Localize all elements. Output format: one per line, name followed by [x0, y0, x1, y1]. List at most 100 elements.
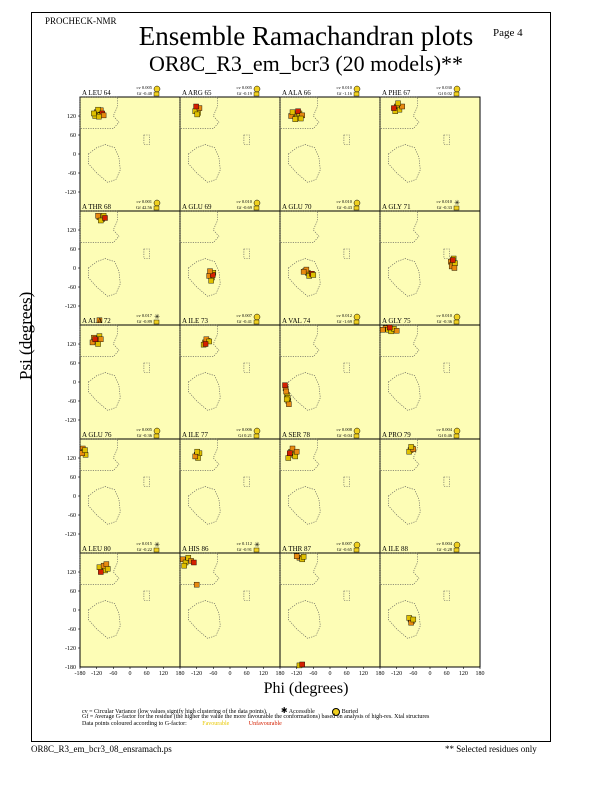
- allowed-region-outline: [343, 248, 350, 259]
- allowed-region-outline: [179, 210, 220, 243]
- gf-value: Gf -0.65: [337, 547, 353, 552]
- data-point: [391, 105, 397, 111]
- allowed-region-outline: [443, 362, 450, 373]
- x-tick-label: 120: [459, 671, 468, 677]
- buried-icon: [453, 313, 461, 321]
- gf-swatch: [453, 319, 460, 325]
- x-tick-label: -60: [109, 671, 117, 677]
- buried-icon: [253, 313, 261, 321]
- data-point: [192, 453, 198, 460]
- y-tick-label: -60: [68, 171, 76, 177]
- allowed-region-outline: [243, 248, 250, 259]
- allowed-region-outline: [179, 438, 220, 472]
- buried-icon: [253, 85, 261, 93]
- residue-label: A LEU 80: [82, 545, 111, 553]
- data-point: [289, 109, 296, 115]
- buried-icon: [353, 313, 361, 321]
- buried-icon: [453, 427, 461, 435]
- y-tick-label: -120: [65, 304, 76, 310]
- cv-value: cv 0.030: [437, 85, 453, 90]
- data-point: [399, 103, 405, 110]
- y-tick-label: 120: [67, 342, 76, 348]
- allowed-region-outline: [143, 248, 150, 259]
- buried-icon: [353, 199, 361, 207]
- residue-label: A ALA 66: [282, 89, 311, 97]
- legend-unfavourable: Unfavourable: [248, 721, 282, 727]
- allowed-region-outline: [379, 210, 420, 243]
- data-point: [95, 341, 101, 347]
- gf-value: Gf -1.69: [337, 319, 353, 324]
- data-point: [98, 336, 104, 342]
- data-point: [287, 450, 293, 456]
- residue-label: A HIS 86: [182, 545, 209, 553]
- x-tick-label: 120: [359, 671, 368, 677]
- cv-value: cv 0.005: [137, 427, 153, 432]
- allowed-region-outline: [279, 438, 320, 472]
- cv-value: cv 0.012: [337, 313, 353, 318]
- gf-value: Gf -0.33: [437, 205, 453, 210]
- data-point: [293, 553, 300, 559]
- y-tick-label: -120: [65, 418, 76, 424]
- gf-swatch: [153, 205, 160, 211]
- data-point: [285, 455, 292, 461]
- gf-value: Gf -0.91: [237, 547, 252, 552]
- allowed-region-outline: [343, 476, 350, 487]
- data-point: [105, 566, 111, 572]
- y-tick-label: 0: [73, 380, 76, 386]
- buried-icon: [253, 427, 261, 435]
- data-point: [103, 561, 110, 567]
- data-point: [282, 382, 288, 388]
- gf-value: Gf -0.36: [437, 319, 453, 324]
- gf-swatch: [353, 547, 360, 553]
- panel-background: [79, 552, 181, 668]
- cv-value: cv 0.007: [237, 313, 253, 318]
- data-point: [96, 317, 103, 323]
- residue-label: A GLY 75: [382, 317, 411, 325]
- data-point: [89, 339, 96, 346]
- panel-background: [179, 552, 281, 668]
- residue-label: A GLU 69: [182, 203, 212, 211]
- accessible-icon: ✳: [154, 541, 160, 549]
- gf-swatch: [253, 205, 260, 211]
- gf-swatch: [253, 319, 260, 325]
- x-tick-label: 60: [144, 671, 150, 677]
- cv-value: cv 0.007: [337, 541, 353, 546]
- panel-background: [379, 552, 481, 668]
- residue-label: A ALA 72: [82, 317, 111, 325]
- data-point: [95, 106, 101, 113]
- data-point: [395, 100, 401, 107]
- x-tick-label: 120: [259, 671, 268, 677]
- gf-swatch: [353, 433, 360, 439]
- residue-label: A VAL 74: [282, 317, 311, 325]
- allowed-region-outline: [79, 438, 120, 472]
- data-point: [295, 108, 301, 114]
- gf-value: Gf -0.22: [137, 547, 152, 552]
- x-axis-title: Phi (degrees): [263, 680, 349, 697]
- y-tick-label: 60: [70, 133, 76, 139]
- allowed-region-outline: [243, 134, 250, 145]
- residue-label: A PRO 79: [382, 431, 411, 439]
- buried-icon: [153, 199, 161, 207]
- y-tick-label: 120: [67, 456, 76, 462]
- x-tick-label: 60: [444, 671, 450, 677]
- footer-note: ** Selected residues only: [445, 744, 537, 754]
- y-tick-label: -180: [65, 665, 76, 671]
- gf-swatch: [453, 205, 460, 211]
- cv-value: cv 0.010: [437, 199, 453, 204]
- gf-value: Gf 0.02: [438, 91, 452, 96]
- gf-swatch: [453, 547, 460, 553]
- gf-value: Gf -0.19: [237, 91, 253, 96]
- panel-background: [379, 438, 481, 554]
- allowed-region-outline: [379, 324, 420, 358]
- data-point: [292, 453, 298, 460]
- y-tick-label: 120: [67, 228, 76, 234]
- y-tick-label: 60: [70, 475, 76, 481]
